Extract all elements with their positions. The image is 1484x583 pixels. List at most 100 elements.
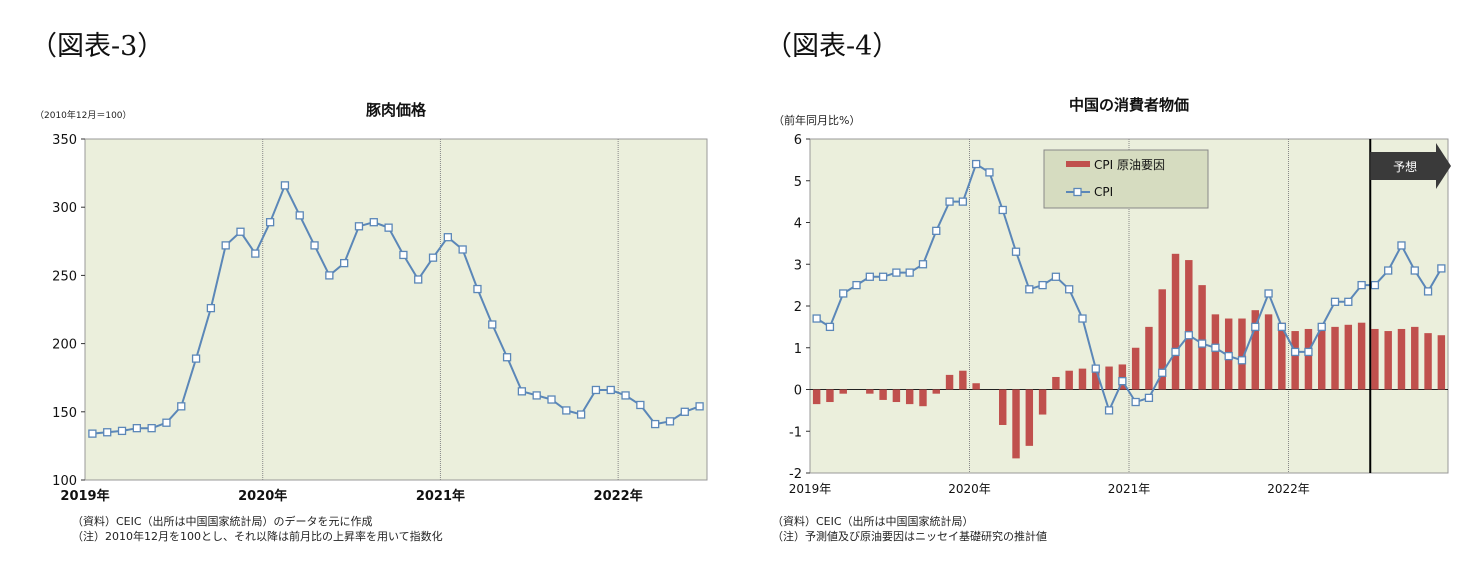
- cpi-point: [1091, 364, 1100, 373]
- cpi-point: [1131, 397, 1140, 407]
- cpi-point: [852, 280, 861, 290]
- pork-point: [665, 417, 675, 426]
- cpi-point: [971, 159, 981, 169]
- cpi-bar: [959, 370, 967, 390]
- cpi-point: [1317, 322, 1326, 332]
- cpi-bar: [1318, 328, 1326, 390]
- pork-point: [191, 354, 201, 363]
- cpi-point: [1237, 356, 1247, 365]
- pork-point: [591, 385, 601, 395]
- cpi-point: [958, 197, 968, 206]
- cpi-point: [932, 226, 941, 236]
- pork-point: [147, 424, 156, 433]
- pork-point: [221, 241, 230, 250]
- cpi-point: [1011, 247, 1021, 256]
- cpi-bar: [932, 389, 940, 394]
- cpi-y-tick-label: -1: [789, 425, 802, 440]
- cpi-point: [1051, 272, 1061, 281]
- left-footnote: （注）2010年12月を100とし、それ以降は前月比の上昇率を用いて指数化: [72, 530, 443, 543]
- cpi-point: [1171, 347, 1180, 357]
- pork-y-tick-label: 350: [52, 133, 77, 148]
- pork-point: [162, 418, 171, 427]
- legend-bar-label: CPI 原油要因: [1094, 158, 1165, 172]
- cpi-bar: [1185, 260, 1193, 390]
- pork-point: [88, 429, 97, 438]
- cpi-point: [1437, 264, 1446, 273]
- pork-x-tick-label: 2021年: [416, 488, 465, 504]
- cpi-bar: [826, 389, 834, 403]
- cpi-bar: [1065, 370, 1073, 390]
- pork-point: [458, 245, 467, 254]
- pork-point: [399, 250, 408, 260]
- cpi-point: [1264, 289, 1273, 298]
- cpi-bar: [1424, 333, 1432, 390]
- cpi-point: [878, 272, 888, 281]
- cpi-title: 中国の消費者物価: [1069, 96, 1189, 114]
- legend-line-label: CPI: [1094, 185, 1113, 199]
- pork-y-tick-label: 250: [52, 269, 77, 284]
- cpi-bar: [1357, 322, 1366, 390]
- pork-point: [443, 233, 452, 242]
- pork-point: [576, 410, 586, 419]
- pork-price-chart: 豚肉価格 （2010年12月＝100） 100 150 200 250 300 350 2019…: [35, 101, 708, 504]
- cpi-bar: [919, 389, 927, 407]
- cpi-bar: [1198, 285, 1206, 390]
- cpi-bar: [945, 374, 954, 390]
- pork-point: [132, 424, 141, 433]
- cpi-bar: [1092, 366, 1100, 390]
- pork-point: [117, 426, 127, 436]
- pork-point: [488, 320, 497, 329]
- legend-bar-swatch: [1066, 161, 1090, 167]
- pork-point: [680, 407, 689, 416]
- pork-x-tick-label: 2022年: [594, 488, 643, 504]
- cpi-bar: [1264, 314, 1273, 390]
- pork-point: [177, 402, 186, 411]
- pork-plot-area: [84, 138, 708, 481]
- cpi-point: [1384, 266, 1393, 275]
- pork-point: [295, 211, 304, 220]
- cpi-bar: [1291, 331, 1299, 390]
- cpi-point: [1065, 285, 1074, 294]
- cpi-bar: [1437, 335, 1446, 390]
- cpi-bar: [1145, 326, 1153, 390]
- forecast-arrow: [1370, 143, 1451, 189]
- cpi-point: [1118, 376, 1127, 386]
- cpi-bar: [1384, 331, 1392, 390]
- pork-point: [502, 353, 512, 362]
- pork-point: [621, 391, 630, 400]
- cpi-point: [892, 268, 901, 277]
- cpi-point: [1344, 297, 1353, 306]
- cpi-bar: [839, 389, 847, 394]
- cpi-point: [905, 268, 914, 277]
- forecast-label: 予想: [1393, 159, 1417, 174]
- pork-point: [695, 402, 704, 411]
- cpi-point: [1370, 280, 1380, 290]
- cpi-point: [1224, 351, 1233, 361]
- pork-x-tick-label: 2019年: [60, 488, 109, 504]
- cpi-point: [1423, 287, 1433, 296]
- pork-y-tick-label: 200: [52, 338, 77, 353]
- cpi-point: [812, 314, 821, 323]
- cpi-point: [945, 197, 954, 206]
- cpi-bar: [866, 389, 874, 394]
- pork-point: [369, 218, 378, 227]
- pork-point: [340, 258, 349, 268]
- cpi-point: [998, 205, 1007, 215]
- pork-point: [280, 181, 290, 190]
- cpi-point: [1330, 297, 1340, 306]
- cpi-bar: [1344, 324, 1353, 390]
- cpi-x-tick-label: 2020年: [948, 482, 991, 496]
- pork-point: [636, 400, 645, 410]
- cpi-bar: [1171, 253, 1180, 390]
- cpi-bar: [1131, 347, 1140, 390]
- cpi-bar: [1078, 368, 1087, 390]
- cpi-point: [985, 168, 994, 177]
- pork-title: 豚肉価格: [366, 101, 427, 119]
- cpi-x-tick-label: 2022年: [1267, 482, 1310, 496]
- cpi-bar: [1052, 376, 1060, 390]
- cpi-point: [1410, 266, 1419, 275]
- cpi-point: [918, 260, 928, 269]
- cpi-bar: [1411, 326, 1419, 390]
- pork-point: [265, 218, 275, 227]
- cpi-bar: [1251, 310, 1259, 390]
